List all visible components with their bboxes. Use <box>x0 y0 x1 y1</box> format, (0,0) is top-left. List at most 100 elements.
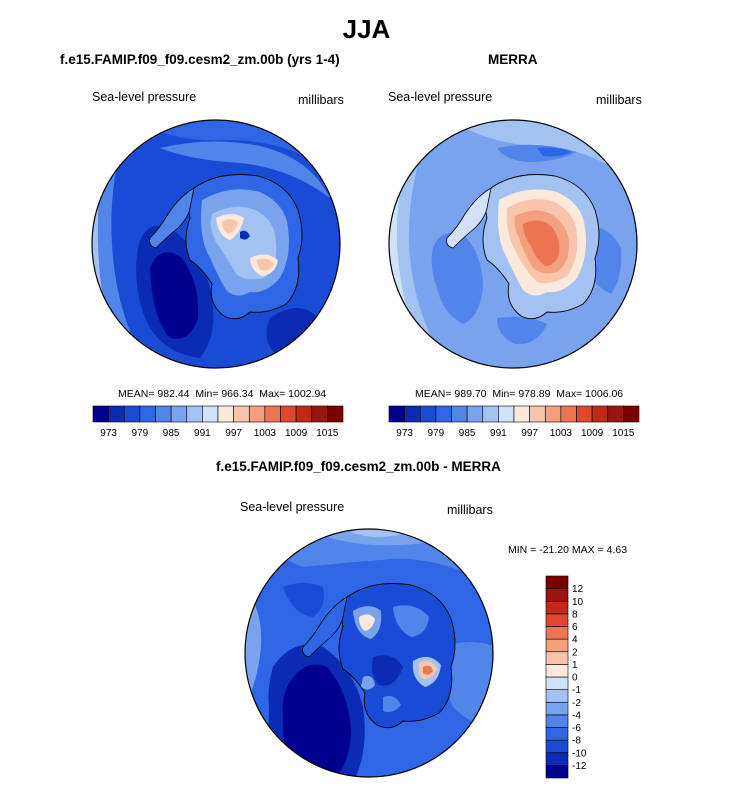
panel3-colorbar-tick-label: 0 <box>572 673 578 684</box>
panel2-colorbar-tick-label: 991 <box>490 428 507 439</box>
panel3-map <box>244 528 494 778</box>
panel3-colorbar-swatch <box>545 676 569 690</box>
panel3-colorbar-tick-label: 12 <box>572 584 584 595</box>
panel1-map <box>91 119 341 369</box>
panel2-colorbar-swatch <box>544 405 562 423</box>
panel3-colorbar-tick-label: -8 <box>572 736 581 747</box>
panel2-colorbar-swatch <box>513 405 530 423</box>
panel3-colorbar-swatch <box>545 714 569 728</box>
panel1-colorbar-tick-label: 979 <box>132 428 149 439</box>
panel1-colorbar-tick-label: 1003 <box>254 428 277 439</box>
panel2-colorbar-swatch <box>607 405 624 423</box>
panel1-colorbar-swatch <box>280 405 297 423</box>
panel2-colorbar-tick-label: 979 <box>428 428 445 439</box>
panel3-colorbar-swatch <box>545 651 569 665</box>
panel2-colorbar-tick-label: 985 <box>459 428 476 439</box>
panel1-left-label: Sea-level pressure <box>92 90 197 104</box>
panel3-colorbar-swatch <box>545 575 569 589</box>
panel1-colorbar-swatch <box>311 405 328 423</box>
panel2-colorbar-tick-label: 1015 <box>612 428 635 439</box>
panel1-colorbar-swatch <box>202 405 219 423</box>
panel1-colorbar-swatch <box>248 405 266 423</box>
panel1-mean: MEAN= 982.44 <box>118 388 190 400</box>
panel1-colorbar-tick-label: 1015 <box>316 428 339 439</box>
panel2-colorbar-swatch <box>591 405 609 423</box>
panel1-colorbar-swatch <box>139 405 156 423</box>
panel1-colorbar-tick-label: 997 <box>225 428 242 439</box>
panel2-left-label: Sea-level pressure <box>388 90 493 104</box>
panel3-colorbar-swatch <box>545 739 569 754</box>
panel1-colorbar-swatch <box>170 405 188 423</box>
panel2-colorbar-tick-label: 997 <box>521 428 538 439</box>
panel1-colorbar-swatch <box>233 405 250 423</box>
panel2-colorbar-tick-label: 1003 <box>550 428 573 439</box>
panel2-colorbar-tick-label: 973 <box>396 428 413 439</box>
panel3-colorbar-tick-label: -12 <box>572 761 587 772</box>
panel2-colorbar-swatch <box>560 405 577 423</box>
panel3-left-label: Sea-level pressure <box>240 500 345 514</box>
panel1-colorbar-swatch <box>295 405 313 423</box>
panel3-colorbar-swatch <box>545 588 569 602</box>
panel1-min: Min= 966.34 <box>195 388 254 400</box>
panel2-mean: MEAN= 989.70 <box>415 388 487 400</box>
panel1-colorbar-swatch <box>155 405 172 423</box>
panel3-colorbar-tick-label: 10 <box>572 597 584 608</box>
panel3-colorbar-tick-label: -4 <box>572 710 581 721</box>
panel3-title: f.e15.FAMIP.f09_f09.cesm2_zm.00b - MERRA <box>216 459 501 474</box>
panel1-colorbar: 973 979 985 991 997 1003 1009 1015 <box>92 405 344 439</box>
panel3-colorbar-tick-label: 4 <box>572 635 578 646</box>
panel1-colorbar-swatch <box>264 405 281 423</box>
panel1-colorbar-tick-label: 1009 <box>285 428 308 439</box>
panel2-map <box>388 119 638 369</box>
panel2-colorbar-swatch <box>498 405 515 423</box>
panel1-title: f.e15.FAMIP.f09_f09.cesm2_zm.00b (yrs 1-… <box>60 52 340 67</box>
panel3-colorbar-swatch <box>545 626 569 640</box>
panel3-colorbar-tick-label: -2 <box>572 698 581 709</box>
panel2-colorbar-swatch <box>451 405 468 423</box>
panel2-colorbar-swatch <box>482 405 499 423</box>
panel1-max: Max= 1002.94 <box>259 388 327 400</box>
panel2-colorbar-swatch <box>529 405 546 423</box>
panel1-colorbar-swatch <box>186 405 203 423</box>
panel2-right-label: millibars <box>596 93 642 107</box>
panel1-colorbar-swatch <box>123 405 141 423</box>
panel2-max: Max= 1006.06 <box>556 388 624 400</box>
panel2-colorbar-swatch <box>623 405 640 423</box>
panel3-colorbar-swatch <box>545 689 569 703</box>
panel3-colorbar-swatch <box>545 752 569 766</box>
panel3-colorbar-swatch <box>545 727 569 741</box>
page-title: JJA <box>342 14 391 44</box>
panel2-colorbar-tick-label: 1009 <box>581 428 604 439</box>
panel3-colorbar-tick-label: 6 <box>572 622 578 633</box>
panel1-colorbar-swatch <box>217 405 234 423</box>
panel3-colorbar-tick-label: 2 <box>572 647 578 658</box>
panel3-colorbar-swatch <box>545 638 569 653</box>
panel1-colorbar-tick-label: 973 <box>100 428 117 439</box>
panel3-min-max: MIN = -21.20 MAX = 4.63 <box>508 544 628 556</box>
panel3-colorbar-swatch <box>545 613 569 627</box>
panel2-min: Min= 978.89 <box>492 388 551 400</box>
panel3-colorbar-tick-label: 8 <box>572 609 578 620</box>
panel2-colorbar-swatch <box>576 405 593 423</box>
panel1-stats: MEAN= 982.44 Min= 966.34 Max= 1002.94 <box>118 388 326 400</box>
panel3-colorbar-swatch <box>545 600 569 615</box>
panel2-colorbar-swatch <box>419 405 437 423</box>
panel3-colorbar-tick-label: -1 <box>572 685 581 696</box>
panel2-colorbar: 973 979 985 991 997 1003 1009 1015 <box>388 405 640 439</box>
panel3-colorbar-tick-label: 1 <box>572 660 578 671</box>
panel2-title: MERRA <box>488 52 538 67</box>
panel3-colorbar-swatch <box>545 765 569 779</box>
panel1-colorbar-tick-label: 985 <box>163 428 180 439</box>
panel2-colorbar-swatch <box>388 405 405 423</box>
panel1-colorbar-tick-label: 991 <box>194 428 211 439</box>
panel3-right-label: millibars <box>447 503 493 517</box>
panel3-colorbar-swatch <box>545 664 569 678</box>
panel2-colorbar-swatch <box>404 405 421 423</box>
panel1-right-label: millibars <box>298 93 344 107</box>
panel3-colorbar-tick-label: -6 <box>572 723 581 734</box>
panel2-colorbar-swatch <box>466 405 484 423</box>
panel3-colorbar-tick-label: -10 <box>572 748 587 759</box>
panel3-colorbar-swatch <box>545 701 569 716</box>
panel1-colorbar-swatch <box>108 405 125 423</box>
